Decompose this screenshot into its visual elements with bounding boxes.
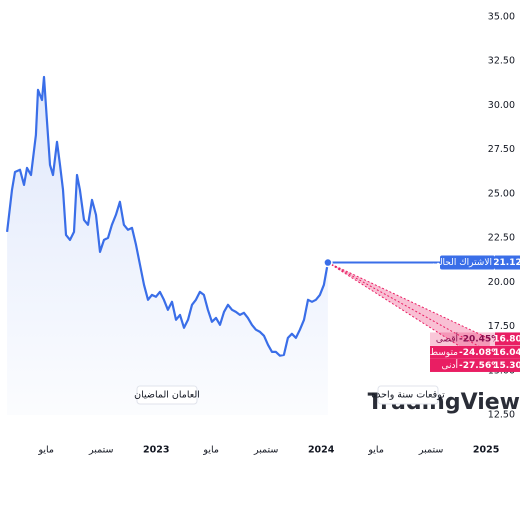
x-tick-label: 2023	[143, 445, 169, 456]
area	[7, 77, 328, 415]
forecast-value-bg	[495, 332, 520, 346]
forecast-value-bg	[495, 345, 520, 359]
x-tick-label: 2024	[308, 445, 335, 456]
forecast-range	[327, 262, 490, 366]
x-tick-label: مايو	[37, 445, 54, 456]
current-label: الاشتراك الحالي	[432, 258, 492, 268]
current-point	[323, 257, 333, 268]
past-label: العامان الماضيان	[134, 390, 200, 401]
y-tick-label: 32.50	[488, 56, 515, 67]
y-tick-label: 17.50	[488, 321, 515, 332]
forecast-value: 16.80	[493, 334, 520, 344]
y-tick-label: 35.00	[488, 12, 515, 23]
forecast-label-bg	[430, 345, 495, 359]
forecast-value: 16.04	[493, 348, 520, 358]
y-tick-label: 20.00	[488, 277, 515, 288]
forecast-name: أدنى	[441, 359, 458, 371]
forecast-line	[327, 262, 491, 353]
forecast-label: توقعات سنة واحدة	[371, 390, 445, 401]
price-line	[6, 75, 329, 357]
past-label-bg	[136, 385, 198, 405]
forecast-label-bg	[430, 332, 495, 346]
y-tick-label: 27.50	[488, 144, 515, 155]
x-tick-label: مايو	[367, 445, 384, 456]
x-tick-label: ستمبر	[253, 445, 278, 456]
forecast-value: 15.30	[493, 361, 520, 371]
y-tick-label: 25.00	[488, 188, 515, 199]
forecast-label-bg	[377, 385, 439, 405]
forecast-value-bg	[495, 358, 520, 372]
y-tick-label: 30.00	[488, 100, 515, 111]
current-value-bg	[495, 255, 520, 270]
current-value: 21.12	[493, 258, 520, 268]
x-tick-label: ستمبر	[88, 445, 113, 456]
x-tick-label: مايو	[202, 445, 219, 456]
forecast-change: -24.08%	[459, 348, 500, 358]
forecast-label-bg	[430, 358, 495, 372]
forecast-name: متوسط	[430, 348, 458, 358]
forecast-change: -20.45%	[459, 334, 500, 344]
y-tick-label: 22.50	[488, 233, 515, 244]
x-tick-label: 2025	[473, 445, 499, 456]
x-tick-label: ستمبر	[418, 445, 443, 456]
current-label-bg	[440, 255, 495, 270]
forecast-name: أقصى	[436, 332, 458, 344]
y-tick-label: 12.50	[488, 410, 515, 421]
forecast-line	[327, 262, 491, 340]
forecast-change: -27.56%	[459, 361, 500, 371]
